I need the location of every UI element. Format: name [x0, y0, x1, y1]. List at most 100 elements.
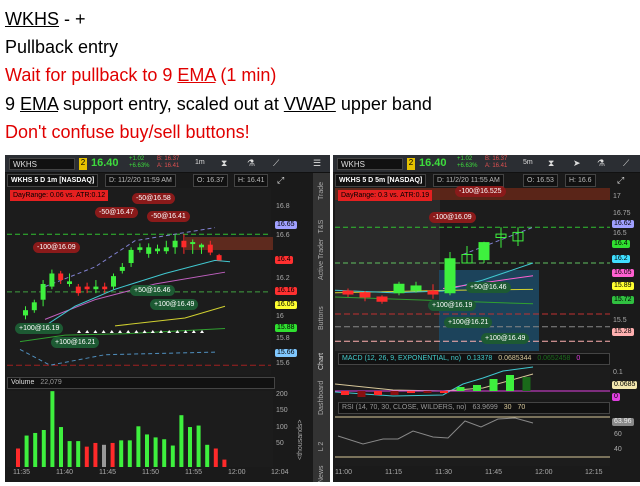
time-tick: 11:15: [385, 469, 402, 476]
candle: [393, 283, 405, 294]
candle: [49, 273, 55, 287]
t: B: 16.37: [485, 156, 508, 162]
price-label-lower: 15.28: [612, 328, 634, 336]
buy-order-bubble: +100@16.49: [481, 333, 530, 344]
symbol-input[interactable]: WKHS: [9, 158, 75, 170]
menu-icon[interactable]: ☰: [313, 158, 322, 168]
volume-tick: 100: [276, 424, 288, 431]
macd-diff: 0.0652458: [537, 355, 571, 362]
last-price: 16.40: [419, 157, 447, 169]
symbol-input[interactable]: WKHS: [337, 158, 403, 170]
macd-histogram-bar: [407, 391, 415, 393]
expand-icon[interactable]: ⤢: [277, 175, 285, 185]
volume-bar: [205, 444, 210, 467]
sell-order-bubble: -50@16.58: [132, 193, 175, 204]
link-badge[interactable]: 2: [407, 158, 415, 170]
volume-bar: [41, 430, 46, 467]
drawing-icon[interactable]: ⟋: [623, 158, 630, 168]
t: EMA: [20, 94, 59, 114]
doc-line-execution: 9 EMA support entry, scaled out at VWAP …: [5, 94, 432, 115]
time-tick: 11:40: [56, 469, 73, 476]
price-label-lower: 15.66: [275, 349, 297, 357]
doc-line-setup: Pullback entry: [5, 37, 119, 57]
ticker-suffix: - +: [59, 9, 86, 29]
rsi-label-value: 63.96: [612, 418, 634, 426]
volume-tick: 200: [276, 391, 288, 398]
buy-order-bubble: +100@16.49: [150, 299, 199, 310]
candle: [172, 240, 178, 248]
volume-tick: 50: [276, 440, 284, 447]
sell-order-bubble: -100@16.09: [429, 212, 476, 223]
cursor-icon[interactable]: ➤: [573, 158, 581, 168]
candle: [163, 247, 169, 252]
candle: [67, 281, 72, 284]
time-tick: 11:50: [142, 469, 159, 476]
t: +6.63%: [457, 163, 478, 169]
buy-order-bubble: +100@16.21: [51, 337, 100, 348]
price-label-vwap: 16.16: [275, 287, 297, 295]
side-tab-t-s[interactable]: T&S: [318, 219, 325, 234]
price-tick: 17: [613, 193, 621, 200]
signal-triangle: [200, 330, 204, 333]
studies-flask-icon[interactable]: ⚗: [597, 158, 606, 168]
signal-triangle: [101, 330, 106, 333]
time-tick: 12:00: [535, 469, 553, 476]
ticker-text: WKHS: [5, 9, 59, 29]
drawing-icon[interactable]: ⟋: [273, 158, 280, 168]
candle: [444, 258, 456, 294]
side-tab-chart[interactable]: Chart: [318, 352, 325, 370]
macd-histogram-bar: [522, 377, 531, 391]
volume-unit: <thousands>: [297, 419, 304, 460]
macd-histogram-bar: [390, 391, 399, 395]
candle-style-icon[interactable]: ⧗: [548, 158, 555, 168]
macd-header: MACD (12, 26, 9, EXPONENTIAL, no) 0.1337…: [338, 353, 610, 365]
price-label-ema: 16.2: [612, 255, 630, 263]
signal-triangle: [167, 330, 172, 333]
bid-ask: B: 16.37 A: 16.41: [485, 156, 507, 170]
right-chart-screenshot: WKHS 2 16.40 +1.02 +6.63% B: 16.37 A: 16.4…: [333, 155, 640, 482]
side-tab-buttons[interactable]: Buttons: [318, 306, 325, 330]
day-range-label: DayRange: 0.3 vs. ATR:0.19: [338, 190, 433, 201]
timeframe-button[interactable]: 5m: [523, 159, 533, 166]
doc-line-entry-rule: Wait for pullback to 9 EMA (1 min): [5, 65, 276, 86]
candle: [207, 244, 213, 253]
studies-flask-icon[interactable]: ⚗: [247, 158, 256, 168]
side-tab-trade[interactable]: Trade: [318, 181, 325, 200]
sell-order-bubble: -50@16.47: [95, 207, 138, 218]
side-tab-l-2[interactable]: L 2: [318, 441, 325, 452]
candle-style-icon[interactable]: ⧗: [221, 158, 228, 168]
macd-histogram-bar: [489, 379, 498, 391]
candle: [190, 242, 196, 245]
timeframe-button[interactable]: 1m: [195, 159, 205, 166]
expand-icon[interactable]: ⤢: [617, 175, 625, 185]
macd-histogram-bar: [456, 387, 465, 391]
volume-bar: [179, 415, 184, 467]
t: Wait for pullback to 9: [5, 65, 178, 85]
side-tab-dashboard[interactable]: Dashboard: [318, 380, 325, 415]
signal-triangle: [142, 330, 147, 333]
candle: [84, 286, 90, 290]
left-chart-screenshot: WKHS 2 16.40 +1.02 +6.63% B: 16.37 A: 16.4…: [5, 155, 330, 482]
price-label-vwap: 15.89: [612, 282, 634, 290]
volume-bar: [145, 434, 149, 467]
link-badge[interactable]: 2: [79, 158, 87, 170]
open-readout: O: 16.37: [193, 174, 228, 187]
doc-line-ticker: WKHS - +: [5, 9, 86, 30]
high-readout: H: 16.41: [234, 174, 269, 187]
signal-triangle: [159, 330, 163, 333]
change: +1.02 +6.63%: [129, 156, 150, 170]
rsi-line: [337, 417, 534, 445]
candle: [23, 310, 28, 316]
rsi-value: 63.9699: [472, 404, 498, 411]
side-tab-active-trader[interactable]: Active Trader: [318, 238, 325, 280]
side-tab-news[interactable]: News: [318, 465, 325, 482]
candle: [137, 247, 143, 250]
macd-zero-label: 0: [612, 393, 620, 401]
candle: [216, 255, 222, 261]
price-tick: 15.6: [276, 360, 290, 367]
price-tick: 15.5: [613, 317, 627, 324]
premarket-shade: [335, 188, 440, 351]
price-label-vwap-upper: 16.65: [275, 221, 297, 229]
candle: [111, 276, 116, 287]
time-tick: 12:15: [585, 469, 603, 476]
